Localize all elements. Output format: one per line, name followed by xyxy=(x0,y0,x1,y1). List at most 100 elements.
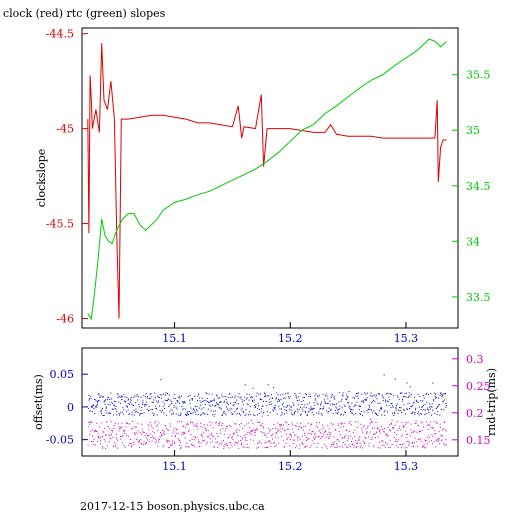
offset-point xyxy=(249,414,251,416)
offset-point xyxy=(421,406,423,408)
round-trip-point xyxy=(235,442,237,444)
round-trip-point xyxy=(353,435,355,437)
offset-point xyxy=(428,409,430,411)
round-trip-point xyxy=(161,435,163,437)
round-trip-point xyxy=(181,421,183,422)
offset-point xyxy=(167,399,169,400)
offset-point xyxy=(407,397,409,398)
offset-point xyxy=(201,414,203,416)
round-trip-point xyxy=(171,442,173,444)
offset-point xyxy=(315,393,317,395)
offset-point xyxy=(259,408,261,410)
round-trip-point xyxy=(145,442,147,443)
round-trip-point xyxy=(87,444,89,446)
round-trip-point xyxy=(141,443,143,445)
round-trip-point xyxy=(138,441,140,443)
round-trip-point xyxy=(206,429,207,431)
round-trip-point xyxy=(224,443,226,445)
offset-point xyxy=(433,400,435,402)
round-trip-point xyxy=(384,428,386,429)
round-trip-point xyxy=(304,446,306,448)
offset-point xyxy=(346,397,348,399)
round-trip-point xyxy=(324,429,326,431)
offset-point xyxy=(173,397,175,399)
round-trip-point xyxy=(235,423,237,425)
offset-point xyxy=(157,395,158,397)
offset-point xyxy=(185,408,187,410)
offset-point xyxy=(174,398,176,400)
offset-point xyxy=(276,397,277,399)
round-trip-point xyxy=(416,432,418,434)
round-trip-point xyxy=(288,428,290,430)
offset-point xyxy=(385,401,387,403)
round-trip-point xyxy=(334,441,336,443)
offset-point xyxy=(159,410,161,412)
round-trip-point xyxy=(101,447,103,449)
round-trip-point xyxy=(293,440,295,441)
round-trip-point xyxy=(138,441,140,443)
round-trip-point xyxy=(132,421,134,422)
offset-point xyxy=(163,412,165,414)
offset-point xyxy=(253,399,255,401)
offset-point xyxy=(413,402,415,404)
offset-point xyxy=(382,399,384,401)
offset-point xyxy=(153,415,155,416)
round-trip-point xyxy=(257,447,259,448)
offset-point xyxy=(353,397,355,399)
top-x-tick-label: 15.2 xyxy=(278,332,303,345)
round-trip-point xyxy=(198,442,200,444)
round-trip-point xyxy=(319,422,320,424)
offset-point xyxy=(298,409,300,411)
offset-point xyxy=(368,404,370,406)
round-trip-point xyxy=(361,428,363,430)
round-trip-point xyxy=(363,425,365,427)
round-trip-point xyxy=(200,422,202,424)
offset-point xyxy=(323,398,325,400)
offset-point xyxy=(406,408,408,410)
round-trip-point xyxy=(232,438,234,440)
round-trip-point xyxy=(353,447,355,449)
round-trip-point xyxy=(366,427,368,429)
offset-point xyxy=(304,396,305,398)
round-trip-point xyxy=(236,428,238,430)
offset-point xyxy=(277,394,279,396)
round-trip-point xyxy=(328,437,330,439)
round-trip-point xyxy=(436,421,438,423)
offset-point xyxy=(248,411,250,413)
round-trip-point xyxy=(397,447,399,449)
round-trip-point xyxy=(398,439,400,441)
offset-point xyxy=(366,410,368,411)
offset-point xyxy=(352,412,353,414)
offset-point xyxy=(349,405,351,407)
offset-point xyxy=(357,397,359,399)
round-trip-point xyxy=(166,439,168,441)
round-trip-point xyxy=(217,436,219,437)
offset-point xyxy=(361,411,362,412)
round-trip-point xyxy=(129,423,131,425)
offset-point xyxy=(312,408,314,410)
top-series-group xyxy=(87,38,447,321)
round-trip-point xyxy=(433,441,435,443)
offset-point xyxy=(445,406,447,408)
offset-point xyxy=(91,405,93,407)
offset-point xyxy=(294,413,295,415)
offset-point xyxy=(242,404,244,406)
offset-point xyxy=(112,403,114,404)
offset-point xyxy=(228,410,230,411)
round-trip-point xyxy=(163,432,165,434)
round-trip-point xyxy=(158,439,160,441)
round-trip-point xyxy=(118,426,120,428)
round-trip-point xyxy=(151,426,153,428)
offset-point xyxy=(393,415,395,416)
round-trip-point xyxy=(143,431,145,433)
offset-point xyxy=(404,392,406,394)
round-trip-point xyxy=(183,431,185,433)
offset-point xyxy=(184,401,186,403)
offset-point xyxy=(117,397,119,399)
round-trip-point xyxy=(404,430,406,432)
offset-point xyxy=(417,402,419,404)
top-x-tick-label: 15.1 xyxy=(162,332,187,345)
round-trip-point xyxy=(168,446,170,448)
round-trip-point xyxy=(109,435,111,437)
offset-point xyxy=(352,409,354,411)
